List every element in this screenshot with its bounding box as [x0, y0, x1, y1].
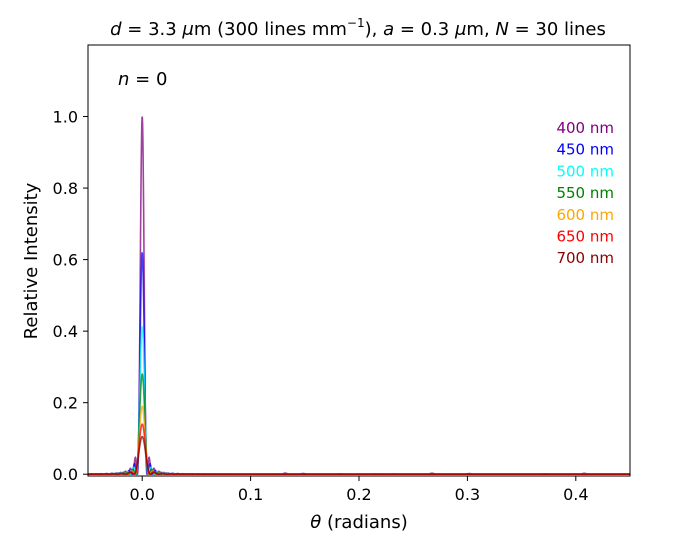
x-tick-label: 0.2	[346, 485, 371, 504]
series-line	[88, 405, 630, 476]
title-a-value: = 0.3	[394, 19, 455, 40]
legend-entry: 500 nm	[556, 162, 614, 180]
legend-entry: 700 nm	[556, 249, 614, 267]
x-tick-label: 0.1	[238, 485, 263, 504]
series-line	[87, 116, 630, 476]
series-line	[88, 423, 630, 476]
series-line	[87, 372, 630, 476]
legend-entry: 650 nm	[556, 228, 614, 246]
y-axis-label: Relative Intensity	[21, 182, 42, 339]
y-tick-label: 0.8	[53, 179, 78, 198]
title-N-value: = 30 lines	[509, 19, 606, 40]
title-unit-1: m (300 lines mm	[194, 19, 347, 40]
y-tick-label: 0.2	[53, 394, 78, 413]
x-tick-label: 0.3	[455, 485, 480, 504]
series-layer	[87, 116, 631, 476]
legend-entry: 600 nm	[556, 206, 614, 224]
legend-entry: 400 nm	[556, 119, 614, 137]
order-annotation: n = 0	[118, 69, 167, 90]
legend-entry: 450 nm	[556, 141, 614, 159]
y-tick-label: 1.0	[53, 108, 78, 127]
title-d-value: = 3.3	[122, 19, 183, 40]
x-axis-text: (radians)	[321, 512, 407, 533]
chart-title: d = 3.3 μm (300 lines mm−1), a = 0.3 μm,…	[110, 16, 606, 40]
title-mu-1: μ	[181, 19, 193, 40]
title-unit-2: m,	[466, 19, 495, 40]
x-axis-label: θ (radians)	[310, 512, 407, 533]
title-exponent: −1	[347, 16, 365, 30]
plot-frame	[87, 44, 631, 477]
y-tick-label: 0.0	[53, 465, 78, 484]
series-line	[87, 252, 631, 476]
y-tick-label: 0.4	[53, 322, 78, 341]
title-d-symbol: d	[110, 19, 122, 40]
x-tick-label: 0.0	[129, 485, 154, 504]
title-a-symbol: a	[383, 19, 394, 40]
x-tick-label: 0.4	[563, 485, 588, 504]
y-axis-ticks: 0.0 0.2 0.4 0.6 0.8 1.0	[53, 108, 88, 484]
legend-entry: 550 nm	[556, 184, 614, 202]
legend: 400 nm 450 nm 500 nm 550 nm 600 nm 650 nm 700 …	[556, 119, 614, 267]
series-line	[88, 435, 630, 476]
order-value: = 0	[129, 69, 167, 90]
series-line	[87, 325, 630, 476]
x-axis-symbol: θ	[310, 512, 321, 533]
y-tick-label: 0.6	[53, 251, 78, 270]
title-N-symbol: N	[495, 19, 508, 40]
title-mu-2: μ	[454, 19, 466, 40]
x-axis-ticks: 0.0 0.1 0.2 0.3 0.4	[129, 476, 589, 504]
title-close: ),	[365, 19, 383, 40]
order-symbol: n	[118, 69, 129, 90]
